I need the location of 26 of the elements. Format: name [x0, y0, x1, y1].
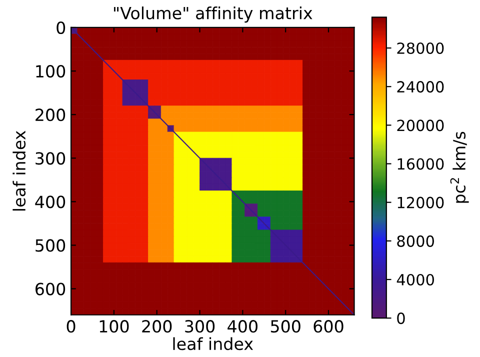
- y-axis-title: leaf index: [12, 130, 26, 211]
- color-bar-label: 24000: [397, 81, 444, 93]
- x-tick-label: 0: [66, 320, 76, 333]
- color-bar-label: 16000: [398, 158, 444, 170]
- y-tick-label: 100: [36, 64, 66, 78]
- chart-title: "Volume" affinity matrix: [114, 6, 312, 23]
- x-tick-label: 300: [185, 320, 215, 333]
- y-tick-label: 200: [36, 108, 66, 122]
- x-tick-label: 400: [228, 320, 258, 333]
- color-bar-label: 4000: [396, 274, 434, 286]
- y-tick-label: 300: [36, 152, 66, 165]
- y-tick-label: 500: [36, 239, 66, 252]
- x-axis-title: leaf index: [173, 337, 254, 350]
- color-bar-label: 20000: [397, 120, 444, 132]
- color-bar-label: 8000: [397, 235, 434, 247]
- color-bar-title: pc$^{2}$ km/s: [450, 132, 469, 203]
- y-tick-label: 400: [35, 196, 66, 208]
- color-bar-label: 12000: [398, 196, 444, 208]
- x-tick-label: 100: [100, 320, 129, 333]
- x-tick-label: 600: [314, 320, 344, 333]
- color-bar-label: 0: [397, 312, 405, 324]
- y-tick-label: 600: [36, 282, 66, 296]
- color-bar-label: 28000: [397, 42, 444, 54]
- y-tick-label: 0: [56, 21, 66, 34]
- x-tick-label: 500: [270, 320, 300, 333]
- x-tick-label: 200: [142, 320, 172, 333]
